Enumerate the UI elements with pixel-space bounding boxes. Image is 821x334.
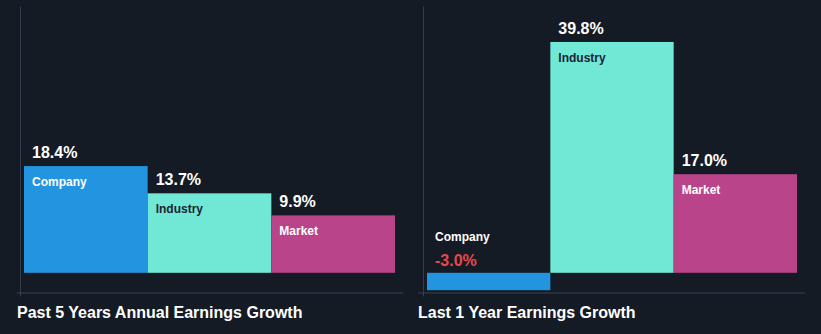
data-label: 18.4%	[32, 144, 77, 161]
category-label: Company	[435, 230, 490, 244]
data-label: 39.8%	[558, 20, 603, 37]
category-label: Company	[32, 175, 87, 189]
category-label: Market	[279, 224, 318, 238]
bar	[148, 193, 272, 272]
bars	[427, 42, 797, 290]
data-label: 9.9%	[279, 193, 315, 210]
labels: Company -3.0% Industry 39.8% Market 17.0%	[435, 20, 727, 269]
separator	[418, 293, 805, 294]
axis-line	[423, 7, 424, 297]
data-label: 17.0%	[682, 152, 727, 169]
background	[0, 0, 821, 334]
y-axis	[423, 7, 424, 297]
chart-panel: Company 18.4% Industry 13.7% Market 9.9% Past …	[17, 7, 403, 322]
chart-title: Last 1 Year Earnings Growth	[418, 304, 636, 321]
bars	[24, 166, 395, 273]
bar	[427, 273, 550, 290]
bar	[674, 174, 797, 273]
category-label: Industry	[156, 202, 204, 216]
category-label: Market	[682, 183, 721, 197]
separator	[17, 293, 403, 294]
data-label: -3.0%	[435, 252, 477, 269]
bar	[550, 42, 673, 273]
chart-title: Past 5 Years Annual Earnings Growth	[17, 304, 302, 321]
bar	[24, 166, 148, 273]
data-label: 13.7%	[156, 171, 201, 188]
chart-canvas: Company 18.4% Industry 13.7% Market 9.9% Past …	[0, 0, 821, 334]
category-label: Industry	[558, 51, 606, 65]
labels: Company 18.4% Industry 13.7% Market 9.9%	[32, 144, 318, 238]
y-axis	[20, 7, 21, 297]
bar	[271, 215, 395, 272]
axis-line	[20, 7, 21, 297]
chart-panel: Company -3.0% Industry 39.8% Market 17.0% Last…	[418, 7, 805, 322]
